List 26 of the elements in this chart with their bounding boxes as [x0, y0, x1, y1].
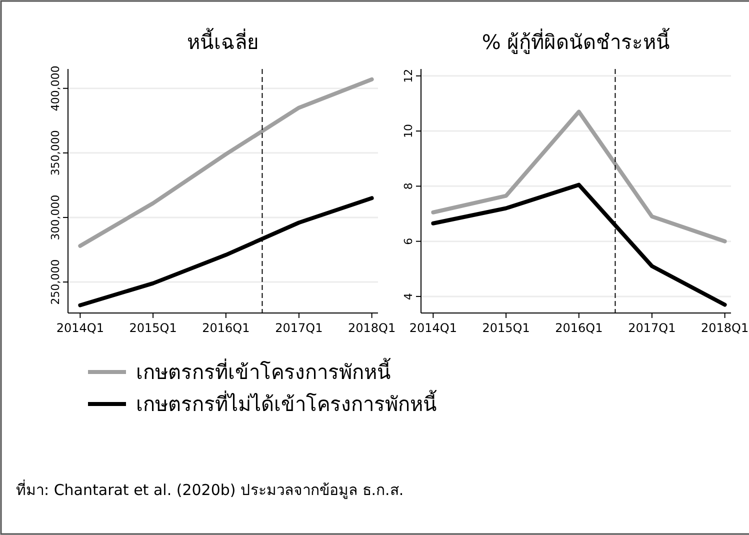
y-tick-label: 300,000 — [49, 194, 62, 240]
x-tick-label: 2017Q1 — [275, 321, 323, 335]
x-tick-label: 2017Q1 — [628, 321, 676, 335]
x-tick-label: 2015Q1 — [482, 321, 530, 335]
y-tick-label: 4 — [402, 292, 415, 300]
x-tick-label: 2015Q1 — [129, 321, 177, 335]
legend-label: เกษตรกรที่ไม่ได้เข้าโครงการพักหนี้ — [136, 390, 437, 416]
chart-title: หนี้เฉลี่ย — [187, 28, 259, 54]
chart-title: % ผู้กู้ที่ผิดนัดชำระหนี้ — [482, 28, 670, 55]
x-tick-label: 2014Q1 — [56, 321, 104, 335]
y-tick-label: 6 — [402, 238, 415, 245]
y-tick-label: 8 — [402, 182, 415, 190]
x-tick-label: 2016Q1 — [202, 321, 250, 335]
line-series — [431, 110, 727, 244]
y-tick-label: 350,000 — [49, 130, 62, 176]
x-tick-label: 2018Q1 — [348, 321, 396, 335]
x-tick-label: 2014Q1 — [409, 321, 457, 335]
y-tick-label: 12 — [402, 68, 415, 83]
y-tick-label: 10 — [402, 124, 415, 138]
line-series — [78, 77, 374, 248]
x-tick-label: 2018Q1 — [701, 321, 749, 335]
text: ที่มา: Chantarat et al. (2020b) ประมวลจากข้อมูล ธ.ก.ส. — [16, 479, 404, 499]
x-tick-label: 2016Q1 — [555, 321, 603, 335]
y-tick-label: 250,000 — [49, 259, 62, 305]
y-tick-label: 400,000 — [49, 66, 62, 112]
legend-label: เกษตรกรที่เข้าโครงการพักหนี้ — [136, 358, 391, 384]
